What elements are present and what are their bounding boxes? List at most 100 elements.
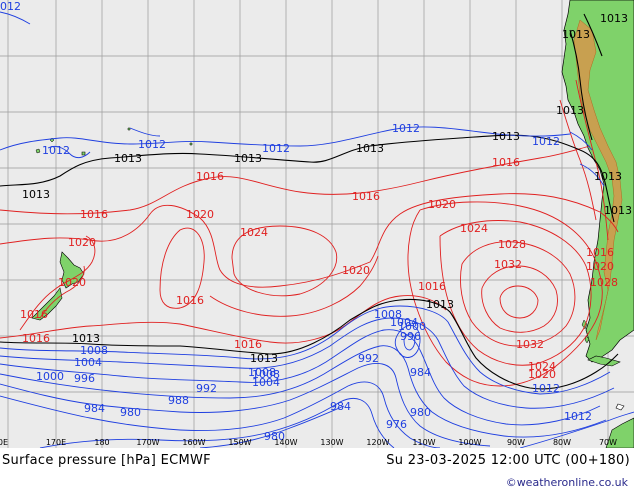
- isobar-label-red: 1016: [352, 190, 380, 203]
- isobar-label-black: 1013: [22, 188, 50, 201]
- isobar-label-black: 1013: [250, 352, 278, 365]
- isobar-label-blue: 1004: [74, 356, 102, 369]
- isobar-label-black: 1013: [492, 130, 520, 143]
- isobar-label-black: 1013: [604, 204, 632, 217]
- isobar-label-black: 1013: [234, 152, 262, 165]
- map-footer: Surface pressure [hPa] ECMWF Su 23-03-20…: [0, 448, 634, 490]
- isobar-label-red: 1020: [528, 368, 556, 381]
- isobar-label-red: 1020: [186, 208, 214, 221]
- isobar-label-black: 1013: [356, 142, 384, 155]
- isobar-label-black: 1013: [594, 170, 622, 183]
- land-masses: [31, 0, 634, 448]
- isobar-label-blue: 1008: [252, 368, 280, 381]
- isobar-1024-east: [439, 220, 592, 366]
- isobar-label-red: 1016: [22, 332, 50, 345]
- isobar-label-red: 1016: [492, 156, 520, 169]
- longitude-tick-label: 160W: [182, 438, 205, 447]
- isobar-label-red: 1028: [590, 276, 618, 289]
- longitude-ticks: 60E 170E 180 170W 160W 150W 140W 130W 120W 110W 10…: [0, 438, 617, 447]
- new-zealand-south-island: [31, 287, 63, 321]
- isobar-label-red: 1020: [58, 276, 86, 289]
- longitude-tick-label: 130W: [320, 438, 343, 447]
- isobar-label-red: 1028: [498, 238, 526, 251]
- isobar-label-black: 1013: [556, 104, 584, 117]
- longitude-tick-label: 120W: [366, 438, 389, 447]
- reference-isobars: [0, 13, 619, 390]
- isobar-label-blue: 1012: [392, 122, 420, 135]
- isobar-label-blue: 1012: [138, 138, 166, 151]
- isobar-label-blue: 996: [400, 330, 421, 343]
- isobar-label-red: 1024: [460, 222, 488, 235]
- isobar-label-red: 1016: [586, 246, 614, 259]
- isobar-label-blue: 1004: [390, 316, 418, 329]
- isobar-label-blue: 992: [358, 352, 379, 365]
- pressure-map: 1012 1012 1012 1012 1012 1008 1008 1004 1000 996 9…: [0, 0, 634, 448]
- isobar-1032-east: [481, 265, 558, 333]
- tierra-del-fuego: [587, 355, 621, 367]
- isobar-1020-east: [407, 201, 603, 387]
- isobar-label-black: 1013: [114, 152, 142, 165]
- isobar-label-blue: 1004: [252, 376, 280, 389]
- isobar-label-red: 1032: [494, 258, 522, 271]
- isobar-label-blue: 996: [74, 372, 95, 385]
- isobar-label-red: 1016: [234, 338, 262, 351]
- isobar-label-blue: 984: [330, 400, 351, 413]
- isobar-label-red: 1016: [80, 208, 108, 221]
- isobar-label-blue: 992: [196, 382, 217, 395]
- isobar-label-blue: 988: [168, 394, 189, 407]
- isobar-label-red: 1016: [196, 170, 224, 183]
- longitude-tick-label: 150W: [228, 438, 251, 447]
- isobar-label-black: 1013: [562, 28, 590, 41]
- longitude-tick-label: 60E: [0, 438, 8, 447]
- isobar-label-blue: 1000: [36, 370, 64, 383]
- forecast-datetime: Su 23-03-2025 12:00 UTC (00+180): [386, 453, 630, 468]
- isobar-label-red: 1024: [240, 226, 268, 239]
- antarctic-peninsula: [605, 417, 634, 448]
- isobar-label-red: 1020: [342, 264, 370, 277]
- longitude-tick-label: 170W: [136, 438, 159, 447]
- isobar-label-blue: 1012: [564, 410, 592, 423]
- isobar-labels-red: 1016101610201020101610161020102410201016…: [20, 156, 618, 381]
- isobar-label-red: 1020: [428, 198, 456, 211]
- isobar-label-blue: 1012: [42, 144, 70, 157]
- longitude-tick-label: 80W: [553, 438, 571, 447]
- isobar-label-black: 1013: [72, 332, 100, 345]
- isobar-label-black: 1013: [426, 298, 454, 311]
- longitude-tick-label: 180: [94, 438, 109, 447]
- longitude-tick-label: 90W: [507, 438, 525, 447]
- isobar-label-blue: 1008: [80, 344, 108, 357]
- isobar-label-blue: 984: [84, 402, 105, 415]
- isobar-label-red: 1020: [586, 260, 614, 273]
- isobar-label-blue: 1012: [262, 142, 290, 155]
- longitude-tick-label: 100W: [458, 438, 481, 447]
- high-pressure-isobars: [0, 79, 619, 387]
- isobar-label-blue: 1008: [248, 366, 276, 379]
- norfolk-island: [81, 151, 86, 156]
- isobar-label-blue: 976: [386, 418, 407, 431]
- isobar-label-blue: 1008: [374, 308, 402, 321]
- isobar-label-blue: 1012: [532, 135, 560, 148]
- isobar-label-blue: 980: [120, 406, 141, 419]
- isobar-label-blue: 980: [264, 430, 285, 443]
- isobar-label-red: 1016: [20, 308, 48, 321]
- isobar-labels-black: 1013 1013 1013 1013 1013 1013 1013 1013 1013 1013…: [22, 12, 632, 365]
- low-pressure-isobars: [0, 11, 634, 448]
- source-credit[interactable]: ©weatheronline.co.uk: [505, 476, 628, 489]
- longitude-tick-label: 70W: [599, 438, 617, 447]
- isobar-label-black: 1013: [600, 12, 628, 25]
- new-zealand-north-island: [59, 251, 85, 289]
- isobar-label-red: 1032: [516, 338, 544, 351]
- longitude-tick-label: 140W: [274, 438, 297, 447]
- pacific-islands: [35, 127, 193, 154]
- isobar-label-blue: 984: [410, 366, 431, 379]
- top-edge-label: 012: [0, 0, 21, 13]
- isobar-label-red: 1020: [68, 236, 96, 249]
- isobar-label-red: 1024: [528, 360, 556, 373]
- isobar-label-blue: 1000: [398, 320, 426, 333]
- andes-highlands: [573, 19, 623, 341]
- map-title: Surface pressure [hPa] ECMWF: [2, 453, 211, 468]
- isobar-label-red: 1016: [176, 294, 204, 307]
- isobar-label-blue: 980: [410, 406, 431, 419]
- isobar-1028-east: [460, 241, 576, 347]
